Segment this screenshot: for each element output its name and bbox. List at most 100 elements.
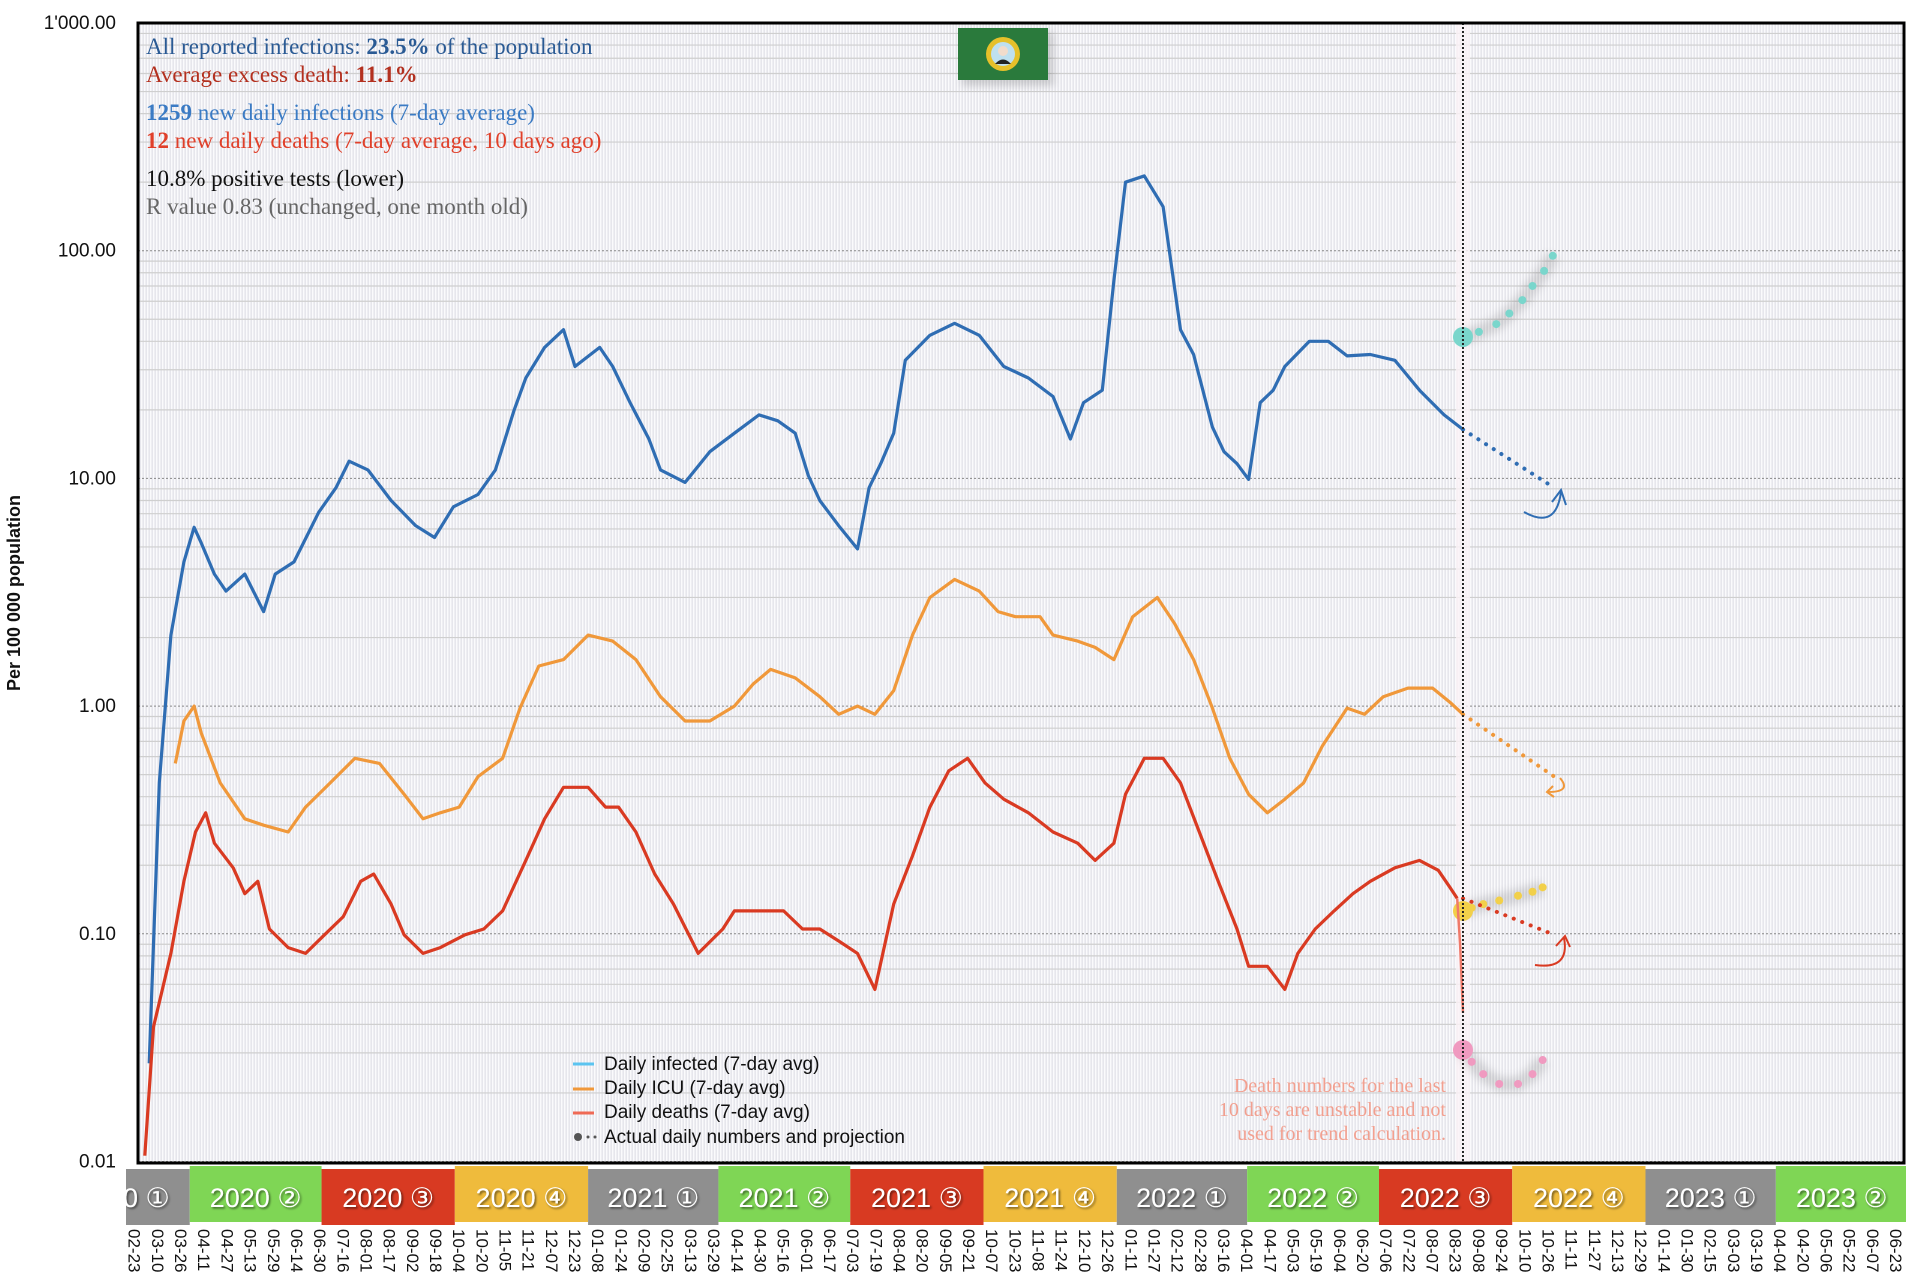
x-tick-label: 12-23 bbox=[565, 1229, 584, 1272]
x-tick-label: 10-10 bbox=[1515, 1229, 1534, 1272]
x-tick-label: 10-20 bbox=[472, 1229, 491, 1272]
x-tick-label: 04-04 bbox=[1770, 1229, 1789, 1272]
actual-dot-infected bbox=[1528, 281, 1537, 290]
x-tick-label: 08-04 bbox=[890, 1229, 909, 1272]
x-tick-label: 09-18 bbox=[426, 1229, 445, 1272]
actual-dot-icu bbox=[1495, 896, 1504, 905]
x-tick-label: 11-27 bbox=[1585, 1229, 1604, 1271]
quarter-band-label: 2020 ① bbox=[78, 1183, 170, 1213]
quarter-band bbox=[126, 1169, 190, 1225]
x-tick-label: 06-30 bbox=[310, 1229, 329, 1272]
quarter-band bbox=[1645, 1169, 1776, 1225]
quarter-band bbox=[983, 1166, 1117, 1222]
actual-dot-icu bbox=[1467, 903, 1476, 912]
x-tick-label: 07-16 bbox=[333, 1229, 352, 1272]
x-tick-label: 02-15 bbox=[1701, 1229, 1720, 1272]
x-tick-label: 07-03 bbox=[843, 1229, 862, 1272]
x-tick-label: 12-10 bbox=[1075, 1229, 1094, 1272]
x-tick-label: 11-08 bbox=[1029, 1229, 1048, 1271]
x-tick-label: 11-11 bbox=[1562, 1229, 1581, 1270]
projection-line-infected bbox=[1461, 427, 1557, 490]
quarter-band-label: 2021 ① bbox=[607, 1183, 699, 1213]
deaths-trend-arrow-icon bbox=[1534, 934, 1571, 967]
trend-arrows bbox=[1523, 487, 1571, 967]
x-tick-label: 03-03 bbox=[1724, 1229, 1743, 1272]
actual-dot-icu bbox=[1528, 887, 1537, 896]
actual-dot-deaths bbox=[1514, 1079, 1523, 1088]
quarter-band bbox=[1775, 1166, 1906, 1222]
x-tick-label: 02-12 bbox=[1168, 1229, 1187, 1272]
x-tick-label: 09-08 bbox=[1469, 1229, 1488, 1272]
actual-dot-infected bbox=[1540, 266, 1549, 275]
x-tick-label: 10-07 bbox=[982, 1229, 1001, 1272]
x-tick-label: 05-19 bbox=[1307, 1229, 1326, 1272]
actual-dot-deaths bbox=[1495, 1079, 1504, 1088]
projection-line-icu bbox=[1461, 712, 1557, 779]
infections-trend-arrow-icon bbox=[1523, 487, 1567, 519]
x-tick-label: 11-05 bbox=[496, 1229, 515, 1271]
x-tick-label: 05-13 bbox=[241, 1229, 260, 1272]
quarter-band-label: 2020 ② bbox=[210, 1183, 302, 1213]
x-tick-label: 06-07 bbox=[1863, 1229, 1882, 1272]
x-tick-label: 03-10 bbox=[148, 1229, 167, 1272]
quarter-band-label: 2022 ④ bbox=[1533, 1183, 1625, 1213]
series-unstable-tail-deaths bbox=[1455, 898, 1465, 1013]
x-tick-label: 03-16 bbox=[1214, 1229, 1233, 1272]
quarter-band-label: 2021 ③ bbox=[871, 1183, 963, 1213]
x-tick-label: 05-06 bbox=[1817, 1229, 1836, 1272]
x-tick-label: 12-29 bbox=[1631, 1229, 1650, 1272]
actual-dot-infected bbox=[1518, 296, 1527, 305]
actual-dot-infected bbox=[1548, 251, 1557, 260]
x-tick-label: 02-28 bbox=[1191, 1229, 1210, 1272]
death-note-line: 10 days are unstable and not bbox=[1219, 1099, 1447, 1121]
x-tick-label: 05-29 bbox=[264, 1229, 283, 1272]
quarter-band bbox=[321, 1169, 455, 1225]
x-tick-label: 04-27 bbox=[217, 1229, 236, 1272]
quarter-band bbox=[1116, 1169, 1248, 1225]
x-tick-label: 02-25 bbox=[658, 1229, 677, 1272]
quarter-band bbox=[1378, 1169, 1513, 1225]
x-tick-label: 11-24 bbox=[1052, 1229, 1071, 1271]
x-tick-label: 08-23 bbox=[1446, 1229, 1465, 1272]
x-tick-label: 12-13 bbox=[1608, 1229, 1627, 1272]
y-axis-label: Per 100 000 population bbox=[4, 495, 24, 691]
x-tick-label: 08-17 bbox=[380, 1229, 399, 1272]
actual-dot-infected bbox=[1505, 309, 1514, 318]
quarter-band-label: 2023 ② bbox=[1796, 1183, 1888, 1213]
x-tick-label: 05-03 bbox=[1284, 1229, 1303, 1272]
x-tick-label: 04-17 bbox=[1260, 1229, 1279, 1272]
washington-flag bbox=[958, 28, 1054, 86]
legend-label-projection: Actual daily numbers and projection bbox=[604, 1127, 905, 1148]
actual-dot-infected bbox=[1492, 320, 1501, 329]
x-tick-label: 10-04 bbox=[449, 1229, 468, 1272]
death-note: Death numbers for the last 10 days are u… bbox=[1219, 1075, 1447, 1145]
x-tick-label: 07-22 bbox=[1399, 1229, 1418, 1272]
quarter-band bbox=[588, 1169, 719, 1225]
x-tick-label: 04-30 bbox=[751, 1229, 770, 1272]
excess-death-line: Average excess death: 11.1% bbox=[146, 62, 418, 87]
legend-label-deaths: Daily deaths (7-day avg) bbox=[604, 1102, 810, 1123]
legend-swatch-dots-icon bbox=[574, 1133, 582, 1141]
quarter-band bbox=[1512, 1166, 1646, 1222]
current-value-dot-deaths bbox=[1452, 1039, 1473, 1060]
x-tick-label: 10-26 bbox=[1538, 1229, 1557, 1272]
y-tick-label: 0.10 bbox=[79, 924, 116, 945]
y-tick-label: 1.00 bbox=[79, 696, 116, 717]
x-tick-label: 01-30 bbox=[1678, 1229, 1697, 1272]
x-tick-label: 11-21 bbox=[519, 1229, 538, 1271]
y-tick-label: 10.00 bbox=[68, 468, 116, 489]
series-line-deaths bbox=[143, 756, 1459, 1156]
x-tick-label: 01-27 bbox=[1144, 1229, 1163, 1272]
summary-annotations: All reported infections: 23.5% of the po… bbox=[146, 34, 601, 219]
series-layer bbox=[143, 174, 1559, 1156]
x-tick-label: 08-20 bbox=[913, 1229, 932, 1272]
gridlines bbox=[138, 32, 1904, 1162]
x-tick-label: 06-23 bbox=[1886, 1229, 1905, 1272]
projection-line-deaths bbox=[1461, 896, 1557, 937]
x-tick-label: 05-22 bbox=[1840, 1229, 1859, 1272]
x-tick-label: 06-20 bbox=[1353, 1229, 1372, 1272]
death-note-line: used for trend calculation. bbox=[1237, 1123, 1446, 1145]
x-tick-label: 04-20 bbox=[1793, 1229, 1812, 1272]
x-tick-label: 06-01 bbox=[797, 1229, 816, 1272]
